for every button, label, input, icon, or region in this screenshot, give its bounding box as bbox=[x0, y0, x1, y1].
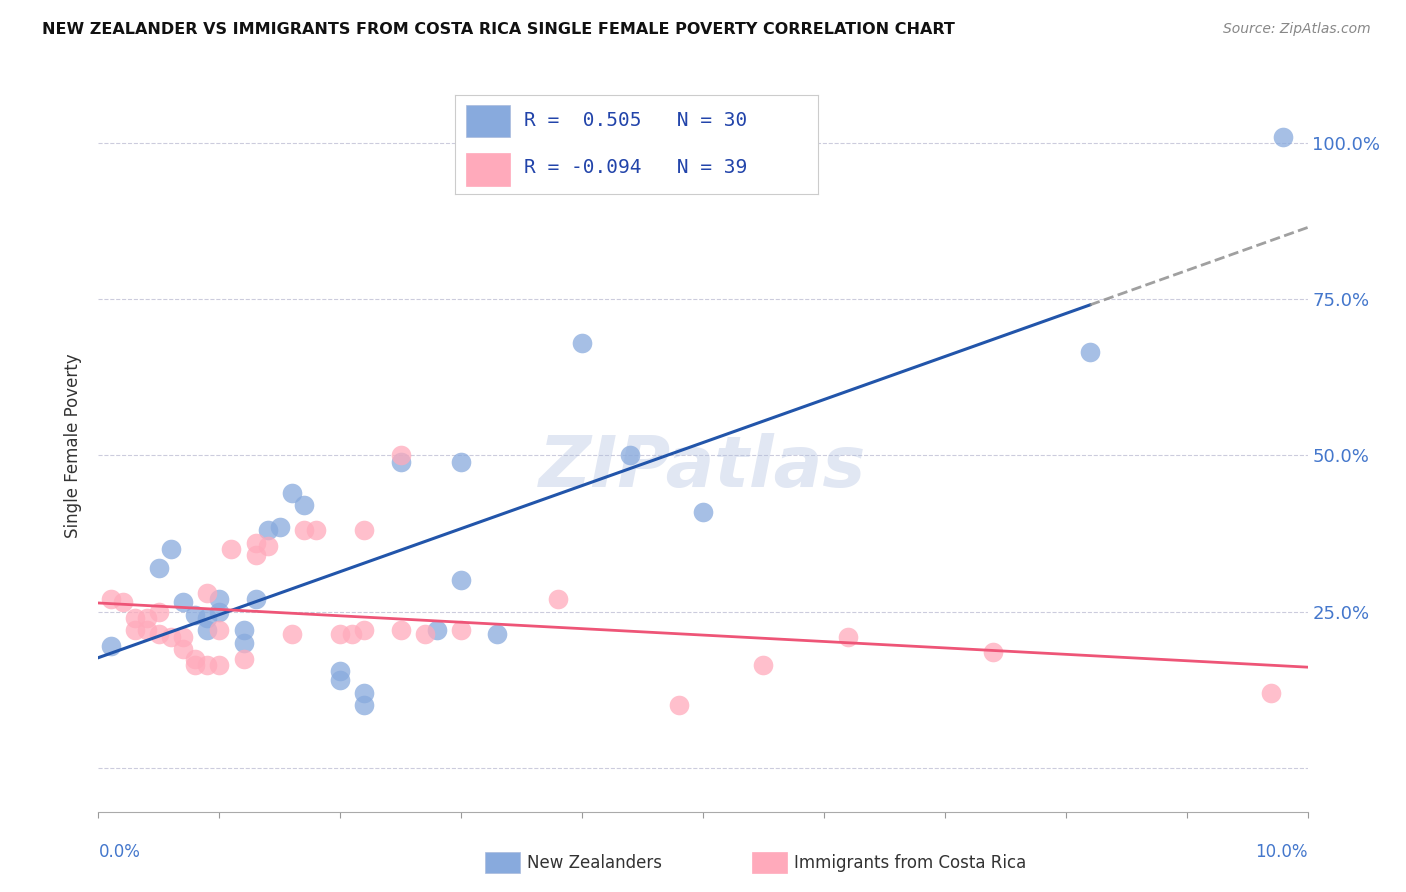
Point bbox=[232, 651, 254, 665]
Point bbox=[292, 499, 315, 513]
Point bbox=[269, 520, 291, 534]
Point bbox=[172, 642, 194, 657]
Point bbox=[450, 574, 472, 588]
Point bbox=[160, 542, 183, 557]
Point bbox=[329, 626, 352, 640]
Point bbox=[413, 626, 436, 640]
Point bbox=[195, 624, 218, 638]
Point bbox=[135, 611, 157, 625]
Point bbox=[329, 664, 352, 678]
Point bbox=[292, 524, 315, 538]
Point bbox=[353, 624, 375, 638]
Text: 10.0%: 10.0% bbox=[1256, 843, 1308, 861]
Point bbox=[148, 626, 170, 640]
Point bbox=[111, 595, 134, 609]
Point bbox=[389, 449, 412, 463]
Point bbox=[195, 657, 218, 672]
Point bbox=[329, 673, 352, 688]
Point bbox=[353, 698, 375, 713]
Point bbox=[353, 686, 375, 700]
Point bbox=[837, 630, 859, 644]
Point bbox=[245, 592, 267, 607]
Point bbox=[148, 561, 170, 575]
Point bbox=[232, 624, 254, 638]
Point bbox=[668, 698, 690, 713]
Text: NEW ZEALANDER VS IMMIGRANTS FROM COSTA RICA SINGLE FEMALE POVERTY CORRELATION CH: NEW ZEALANDER VS IMMIGRANTS FROM COSTA R… bbox=[42, 22, 955, 37]
Point bbox=[256, 539, 278, 553]
Y-axis label: Single Female Poverty: Single Female Poverty bbox=[65, 354, 83, 538]
Point bbox=[450, 624, 472, 638]
Text: New Zealanders: New Zealanders bbox=[527, 854, 662, 871]
Point bbox=[245, 536, 267, 550]
Point bbox=[619, 449, 641, 463]
Point bbox=[135, 624, 157, 638]
Point bbox=[160, 630, 183, 644]
Point bbox=[281, 626, 304, 640]
Point bbox=[353, 524, 375, 538]
Point bbox=[172, 595, 194, 609]
Point bbox=[100, 639, 122, 653]
Point bbox=[208, 657, 231, 672]
Point bbox=[1078, 345, 1101, 359]
Point bbox=[148, 605, 170, 619]
Point bbox=[981, 645, 1004, 659]
Point bbox=[389, 455, 412, 469]
Point bbox=[692, 505, 714, 519]
Text: ZIPatlas: ZIPatlas bbox=[540, 434, 866, 502]
Text: Immigrants from Costa Rica: Immigrants from Costa Rica bbox=[794, 854, 1026, 871]
Point bbox=[1260, 686, 1282, 700]
Point bbox=[281, 486, 304, 500]
Point bbox=[221, 542, 243, 557]
Point bbox=[184, 657, 207, 672]
Text: Source: ZipAtlas.com: Source: ZipAtlas.com bbox=[1223, 22, 1371, 37]
Point bbox=[1272, 129, 1295, 144]
Point bbox=[752, 657, 775, 672]
Point bbox=[208, 605, 231, 619]
Point bbox=[232, 636, 254, 650]
Point bbox=[450, 455, 472, 469]
Point bbox=[426, 624, 449, 638]
Point bbox=[571, 335, 593, 350]
Point bbox=[172, 630, 194, 644]
Point bbox=[124, 611, 146, 625]
Point bbox=[195, 611, 218, 625]
Point bbox=[208, 624, 231, 638]
Point bbox=[305, 524, 328, 538]
Text: 0.0%: 0.0% bbox=[98, 843, 141, 861]
Point bbox=[245, 549, 267, 563]
Point bbox=[486, 626, 509, 640]
Point bbox=[389, 624, 412, 638]
Point bbox=[195, 586, 218, 600]
Point bbox=[184, 607, 207, 622]
Point bbox=[100, 592, 122, 607]
Point bbox=[547, 592, 569, 607]
Point bbox=[256, 524, 278, 538]
Point bbox=[124, 624, 146, 638]
Point bbox=[342, 626, 364, 640]
Point bbox=[184, 651, 207, 665]
Point bbox=[208, 592, 231, 607]
